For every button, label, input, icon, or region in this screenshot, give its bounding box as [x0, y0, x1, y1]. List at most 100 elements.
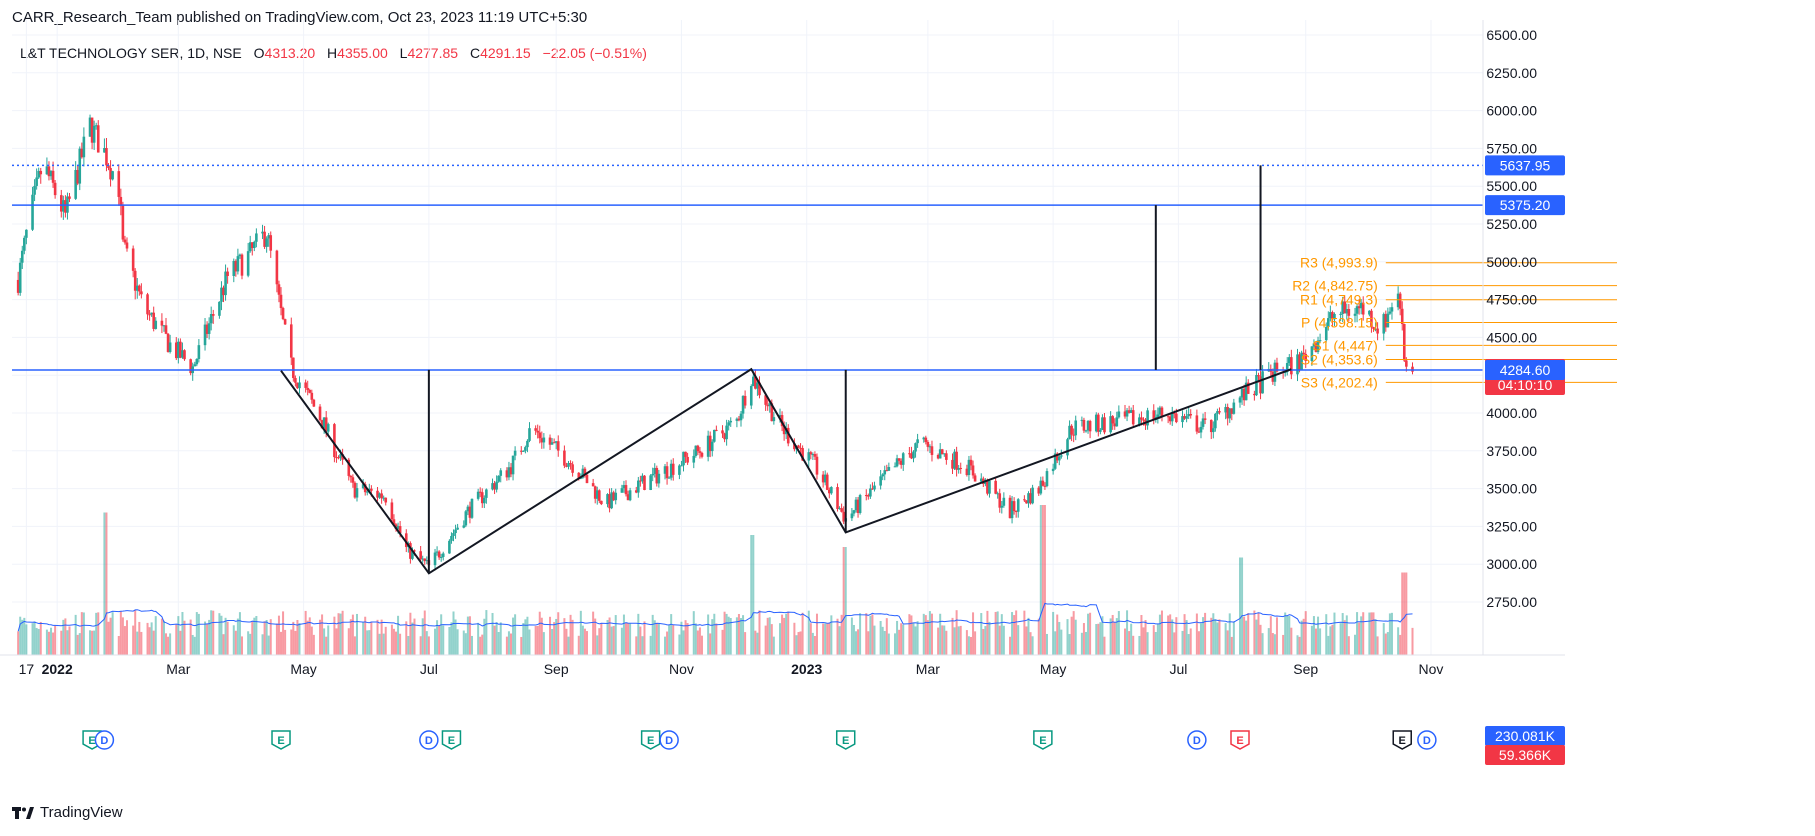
volume-bar: [655, 622, 658, 655]
earnings-marker[interactable]: E: [441, 730, 462, 750]
volume-bar: [277, 615, 280, 655]
price-axis[interactable]: 6500.00 6250.00 6000.00 5750.00 5500.00 5250.…: [1482, 20, 1537, 655]
candle-body: [996, 493, 999, 495]
candle-body: [1029, 493, 1032, 504]
earnings-marker[interactable]: E: [271, 730, 291, 750]
volume-bar: [896, 620, 899, 655]
high-label: H: [327, 45, 338, 61]
earnings-marker[interactable]: E: [1033, 730, 1053, 750]
volume-bar: [1343, 620, 1346, 655]
candle-body: [1109, 416, 1112, 433]
candle-body: [634, 490, 638, 493]
candle-body: [1201, 418, 1205, 427]
candle-body: [838, 508, 841, 510]
candle-body: [550, 442, 554, 445]
volume-bar: [347, 628, 350, 655]
volume-bars: [17, 505, 1414, 655]
close-value: 4291.15: [480, 45, 531, 61]
candle-body: [31, 194, 34, 230]
volume-bar: [21, 619, 24, 655]
candle-body: [969, 459, 973, 466]
candle-body: [1353, 313, 1357, 316]
volume-bar: [284, 629, 287, 655]
dividend-marker[interactable]: D: [1417, 730, 1437, 750]
earnings-marker[interactable]: E: [1230, 730, 1250, 750]
dividend-marker[interactable]: D: [94, 730, 115, 750]
candle-body: [930, 446, 934, 455]
dividend-marker[interactable]: D: [659, 730, 679, 750]
volume-bar: [152, 630, 155, 655]
earnings-icon: [835, 730, 856, 750]
candle-body: [90, 117, 94, 143]
volume-bar: [930, 613, 933, 655]
candle-body: [1129, 410, 1133, 413]
volume-bar: [653, 620, 656, 655]
earnings-marker[interactable]: E: [1392, 730, 1412, 750]
volume-bar: [337, 613, 340, 655]
candle-body: [193, 364, 197, 367]
candle-body: [708, 435, 712, 452]
volume-bar: [1031, 636, 1034, 655]
y-tick-label: 5000.00: [1486, 254, 1537, 270]
volume-bar: [809, 623, 812, 655]
volume-bar: [707, 614, 710, 655]
x-tick-label: Mar: [916, 661, 940, 677]
volume-bar: [481, 634, 484, 655]
candle-body: [1226, 407, 1229, 419]
volume-bar: [955, 610, 958, 655]
volume-bar: [754, 630, 757, 655]
candle-body: [768, 403, 772, 407]
volume-bar: [737, 613, 740, 655]
candle-body: [522, 450, 525, 452]
volume-bar: [1029, 632, 1032, 655]
volume-bar: [795, 635, 798, 655]
event-letter: E: [448, 735, 455, 747]
volume-bar: [1160, 610, 1163, 655]
footer[interactable]: TradingView: [12, 804, 123, 821]
volume-bar: [399, 633, 402, 655]
pivot-label: R2 (4,842.75): [1292, 278, 1378, 294]
volume-bar: [261, 634, 264, 655]
volume-bar: [902, 624, 905, 655]
candle-body: [1080, 419, 1084, 421]
volume-bar: [280, 631, 283, 655]
volume-bar: [764, 625, 767, 655]
volume-bar: [1261, 633, 1264, 655]
volume-bar: [39, 621, 42, 655]
candle-body: [211, 314, 215, 316]
volume-bar: [869, 615, 872, 655]
volume-bar: [47, 631, 50, 655]
time-axis[interactable]: 17 2022 Mar May Jul Sep Nov 2023 Mar May Jul Sep Nov: [0, 654, 1565, 677]
horizontal-levels[interactable]: [12, 164, 1483, 371]
candle-body: [462, 525, 466, 528]
candle-body: [205, 324, 209, 334]
volume-bar: [485, 610, 488, 655]
volume-bar: [351, 614, 354, 655]
candle-body: [1185, 416, 1188, 419]
candle-body: [867, 495, 870, 497]
volume-bar: [649, 635, 652, 655]
volume-bar: [799, 631, 802, 655]
volume-bar: [395, 631, 398, 655]
price-chart[interactable]: R3 (4,993.9) R2 (4,842.75)R1 (4,749.3) P (…: [0, 0, 1815, 800]
candle-body: [653, 467, 657, 474]
dividend-marker[interactable]: D: [419, 730, 439, 750]
y-tick-label: 2750.00: [1486, 594, 1537, 610]
candle-body: [195, 358, 199, 365]
volume-bar: [54, 625, 57, 655]
volume-bar: [1304, 611, 1307, 655]
earnings-marker[interactable]: E: [640, 730, 661, 750]
pivot-label: R1 (4,749.3): [1300, 292, 1378, 308]
earnings-marker[interactable]: E: [835, 730, 856, 750]
candle-body: [94, 125, 98, 127]
volume-bar: [265, 620, 268, 655]
volume-bar: [1027, 617, 1030, 655]
volume-bar: [306, 620, 309, 655]
symbol-label[interactable]: L&T TECHNOLOGY SER, 1D, NSE: [20, 45, 242, 61]
volume-bar: [1245, 620, 1248, 655]
candle-body: [220, 287, 223, 302]
pattern-drawing[interactable]: [280, 165, 1292, 575]
candle-body: [1041, 480, 1045, 486]
dividend-marker[interactable]: D: [1187, 730, 1207, 750]
